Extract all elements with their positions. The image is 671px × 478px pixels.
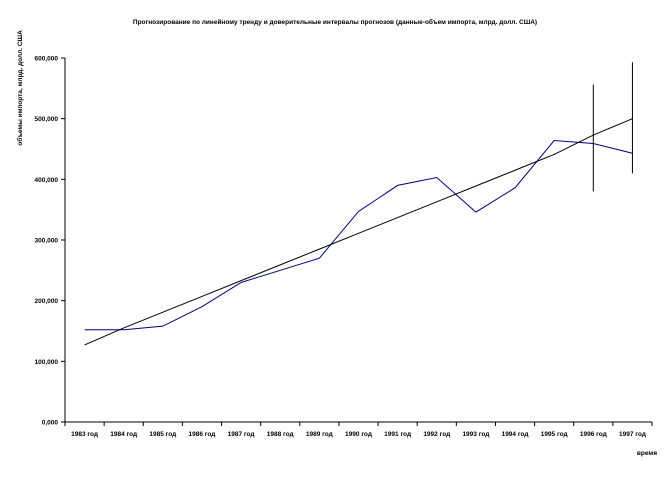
x-tick-label: 1985 год bbox=[149, 431, 176, 438]
x-tick-label: 1996 год bbox=[580, 431, 607, 438]
y-tick-label: 100,000 bbox=[35, 359, 59, 366]
x-tick-label: 1992 год bbox=[423, 431, 450, 438]
error-bars bbox=[592, 62, 633, 192]
x-tick-label: 1983 год bbox=[71, 431, 98, 438]
x-tick-label: 1990 год bbox=[345, 431, 372, 438]
y-tick-label: 0,000 bbox=[42, 420, 59, 427]
axes bbox=[64, 58, 652, 423]
x-tick-label: 1987 год bbox=[228, 431, 255, 438]
y-tick-label: 200,000 bbox=[35, 298, 59, 305]
chart-title: Прогнозирование по линейному тренду и до… bbox=[133, 18, 537, 26]
x-tick-label: 1994 год bbox=[502, 431, 529, 438]
x-tick-label: 1993 год bbox=[462, 431, 489, 438]
x-tick-label: 1991 год bbox=[384, 431, 411, 438]
y-tick-label: 600,000 bbox=[35, 56, 59, 63]
x-tick-label: 1984 год bbox=[110, 431, 137, 438]
y-tick-label: 300,000 bbox=[35, 238, 59, 245]
series-layer bbox=[84, 118, 633, 346]
x-tick-label: 1986 год bbox=[189, 431, 216, 438]
y-axis-ticks: 0,000 100,000 200,000 300,000 400,000 500,000… bbox=[35, 56, 65, 427]
y-axis-label: объемы импорта, млрд. долл. США bbox=[16, 30, 24, 146]
x-tick-label: 1988 год bbox=[267, 431, 294, 438]
x-axis-ticks: 1983 год 1984 год 1985 год 1986 год 1987 год… bbox=[64, 422, 653, 438]
x-tick-label: 1989 год bbox=[306, 431, 333, 438]
series-line-1 bbox=[84, 118, 633, 346]
series-line-0 bbox=[84, 139, 633, 331]
y-tick-label: 500,000 bbox=[35, 116, 59, 123]
y-tick-label: 400,000 bbox=[35, 177, 59, 184]
x-tick-label: 1997 год bbox=[619, 431, 646, 438]
x-axis-label: время bbox=[637, 450, 657, 457]
x-tick-label: 1995 год bbox=[541, 431, 568, 438]
